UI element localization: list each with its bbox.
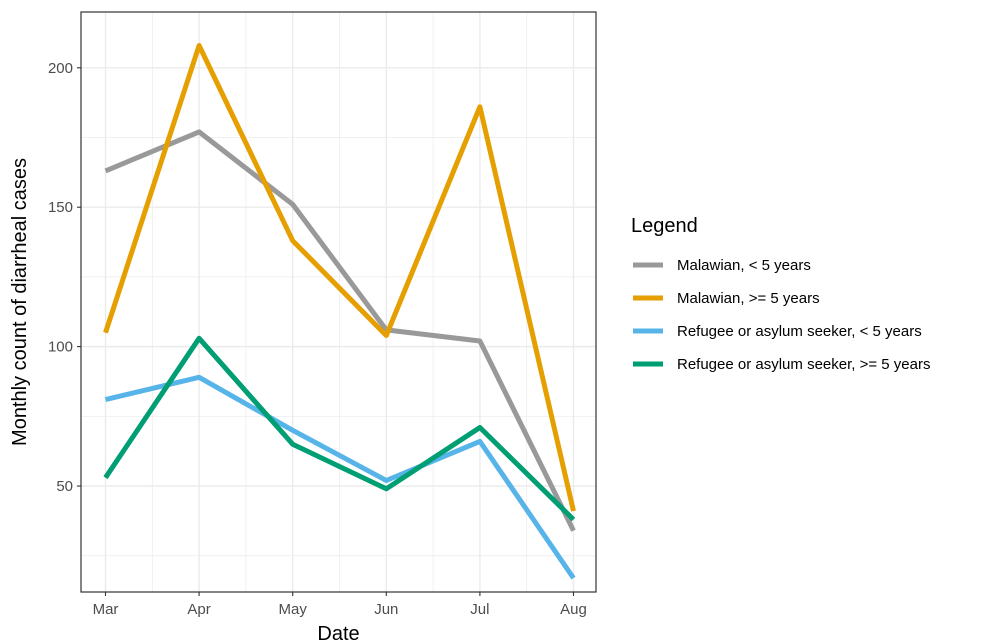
y-tick-label: 50 <box>56 478 73 495</box>
x-tick-label: Aug <box>560 601 587 618</box>
x-tick-label: Apr <box>187 601 210 618</box>
x-tick-label: Jun <box>374 601 398 618</box>
series-line-1 <box>104 129 576 532</box>
x-axis-title: Date <box>317 623 359 644</box>
y-tick-label: 200 <box>48 60 73 77</box>
x-tick-label: Jul <box>470 601 489 618</box>
major-gridlines <box>81 12 596 592</box>
legend: Legend Malawian, < 5 years Malawian, >= 5… <box>631 215 930 373</box>
series-line-4 <box>103 335 576 522</box>
legend-label-4: Refugee or asylum seeker, >= 5 years <box>677 356 930 373</box>
x-tick-label: May <box>279 601 308 618</box>
series-line-3 <box>104 374 576 580</box>
legend-label-2: Malawian, >= 5 years <box>677 290 820 307</box>
y-axis-title: Monthly count of diarrheal cases <box>9 158 31 446</box>
y-axis: 50 100 150 200 <box>48 60 81 495</box>
series-lines <box>103 43 576 580</box>
legend-title: Legend <box>631 215 698 237</box>
legend-label-3: Refugee or asylum seeker, < 5 years <box>677 323 922 340</box>
y-tick-label: 100 <box>48 339 73 356</box>
legend-label-1: Malawian, < 5 years <box>677 257 811 274</box>
legend-items: Malawian, < 5 years Malawian, >= 5 years R… <box>633 257 930 373</box>
x-axis: Mar Apr May Jun Jul Aug <box>93 592 587 618</box>
y-tick-label: 150 <box>48 199 73 216</box>
panel-background <box>81 12 596 592</box>
x-tick-label: Mar <box>93 601 119 618</box>
series-line-2 <box>103 43 576 512</box>
panel-border <box>80 11 597 593</box>
